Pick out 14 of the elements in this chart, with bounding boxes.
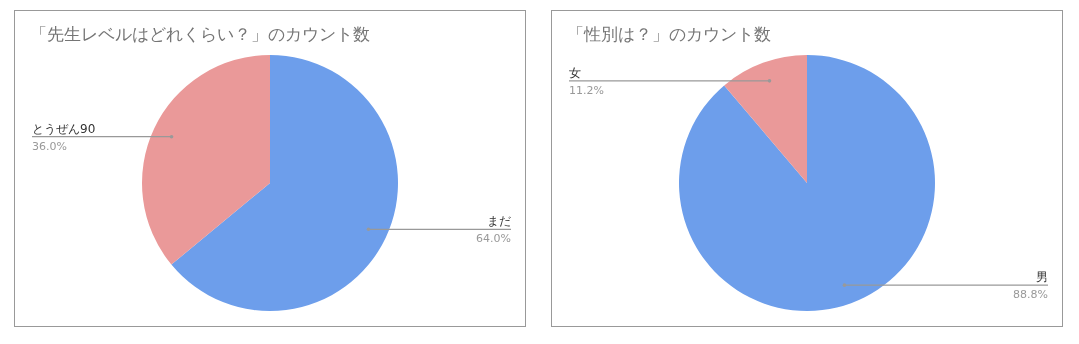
- data-label: 11.2%: [569, 83, 604, 97]
- slice-label: まだ: [487, 214, 511, 229]
- slice-label: 男: [1036, 270, 1048, 285]
- chart-title: 「性別は？」のカウント数: [567, 24, 771, 44]
- chart-title: 「先生レベルはどれくらい？」のカウント数: [30, 24, 370, 44]
- data-label: 64.0%: [476, 232, 511, 246]
- slice-label: 女: [569, 65, 581, 80]
- pie-slice: [679, 55, 935, 311]
- slice-label: とうぜん90: [32, 121, 96, 136]
- pie-slice: [142, 55, 270, 265]
- data-label: 88.8%: [1013, 288, 1048, 302]
- pie-slice: [724, 55, 807, 183]
- data-label: 36.0%: [32, 139, 67, 153]
- pie-slice: [171, 55, 398, 311]
